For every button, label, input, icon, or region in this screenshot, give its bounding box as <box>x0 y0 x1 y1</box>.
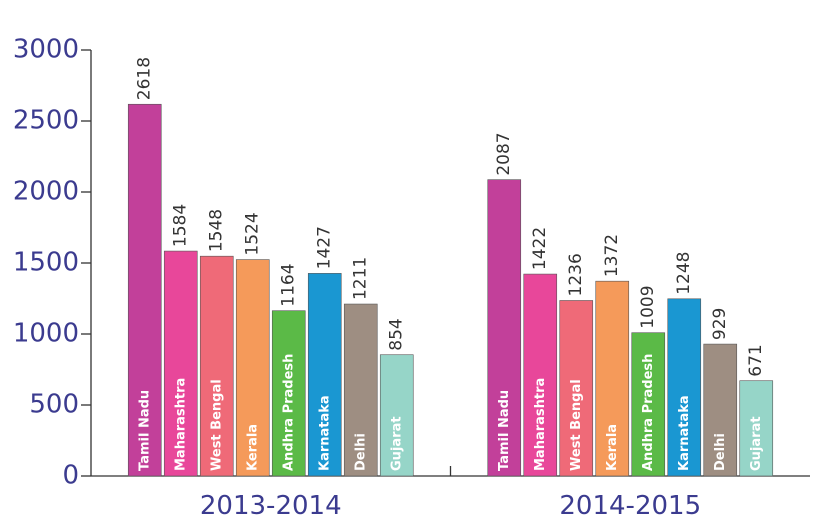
value-label: 1372 <box>602 234 622 277</box>
bar <box>487 179 522 477</box>
y-tick-label: 1500 <box>13 248 79 278</box>
bar-name: Tamil Nadu <box>497 390 512 471</box>
bar <box>631 332 666 477</box>
bar <box>307 273 342 477</box>
bar <box>703 343 738 477</box>
value-label: 1211 <box>351 257 371 300</box>
value-label: 1248 <box>674 252 694 295</box>
x-tick-label: 2014-2015 <box>559 491 701 521</box>
value-label: 1422 <box>530 227 550 270</box>
bar <box>523 273 558 477</box>
bar <box>199 255 234 477</box>
value-label: 671 <box>746 344 766 376</box>
y-tick-label: 1000 <box>13 319 79 349</box>
bar <box>163 250 198 477</box>
bar-name: Andhra Pradesh <box>281 354 296 471</box>
value-label: 1009 <box>638 285 658 328</box>
y-tick-label: 0 <box>62 461 79 491</box>
bar <box>271 310 306 477</box>
bar <box>379 354 414 477</box>
bar <box>235 259 270 477</box>
bar-name: Andhra Pradesh <box>641 354 656 471</box>
bar-name: West Bengal <box>209 379 224 471</box>
y-tick-label: 2000 <box>13 177 79 207</box>
bar-name: Karnataka <box>677 395 692 471</box>
value-label: 1548 <box>207 209 227 252</box>
bar-name: Karnataka <box>317 395 332 471</box>
value-label: 1524 <box>243 212 263 255</box>
value-label: 854 <box>387 318 407 350</box>
value-label: 2618 <box>135 57 155 100</box>
y-tick-label: 500 <box>29 390 79 420</box>
bar <box>343 303 378 477</box>
bar <box>559 300 594 477</box>
bar <box>739 380 774 477</box>
bar-name: Gujarat <box>389 416 404 471</box>
bar-name: Delhi <box>353 433 368 471</box>
y-tick-label: 2500 <box>13 106 79 136</box>
value-label: 1584 <box>171 204 191 247</box>
x-tick-label: 2013-2014 <box>200 491 342 521</box>
y-tick-label: 3000 <box>13 35 79 65</box>
bar-name: West Bengal <box>569 379 584 471</box>
bar-name: Tamil Nadu <box>137 390 152 471</box>
bar <box>127 103 162 477</box>
bar-name: Kerala <box>605 424 620 471</box>
bar-name: Delhi <box>713 433 728 471</box>
value-label: 2087 <box>494 132 514 175</box>
bar-name: Maharashtra <box>533 378 548 471</box>
value-label: 1427 <box>315 226 335 269</box>
value-label: 1164 <box>279 263 299 306</box>
bar-name: Maharashtra <box>173 378 188 471</box>
bar <box>667 298 702 477</box>
value-label: 1236 <box>566 253 586 296</box>
value-label: 929 <box>710 308 730 340</box>
bar <box>595 280 630 477</box>
bar-name: Kerala <box>245 424 260 471</box>
bar-name: Gujarat <box>749 416 764 471</box>
